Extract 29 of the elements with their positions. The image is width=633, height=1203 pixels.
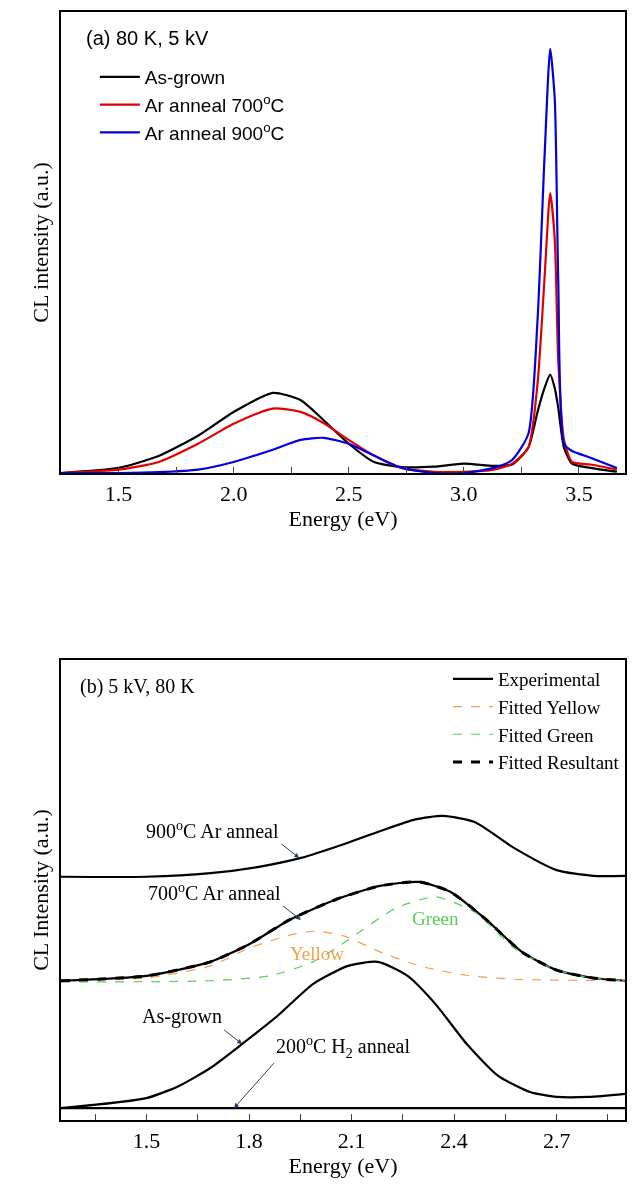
x-tick-label: 2.7 [542, 1128, 571, 1154]
x-tick-label: 2.1 [337, 1128, 366, 1154]
legend-label: Ar anneal 700$^{o}$C [144, 92, 285, 117]
legend-label: Fitted Resultant [498, 752, 620, 774]
legend-label: As-grown [144, 67, 226, 89]
annotation: As-grown [142, 1005, 222, 1028]
annotation: (a) 80 K, 5 kV [86, 27, 209, 49]
y-axis-title: CL Intensity (a.u.) [28, 809, 54, 971]
annotation: 200$^{o}$C H$_{2}$ anneal [276, 1033, 411, 1061]
x-tick-label: 1.8 [235, 1128, 263, 1154]
annotation: 700$^{o}$C Ar anneal [148, 880, 281, 905]
x-tick-label: 3.5 [565, 481, 593, 507]
annotation: 900$^{o}$C Ar anneal [146, 818, 279, 843]
y-axis-title: CL intensity (a.u.) [28, 162, 54, 323]
legend-label: Fitted Green [498, 724, 594, 746]
annotation: Yellow [290, 943, 345, 964]
x-tick-label: 1.5 [104, 481, 133, 507]
x-tick-label: 2.5 [335, 481, 363, 507]
text: (b) 5 kV, 80 K [80, 675, 196, 698]
legend-label: Ar anneal 900$^{o}$C [144, 119, 285, 144]
legend-label: Experimental [498, 669, 601, 691]
x-tick-label: 2.0 [219, 481, 248, 507]
x-tick-label: 2.4 [440, 1128, 468, 1154]
x-tick-label: 1.5 [132, 1128, 161, 1154]
x-tick-label: 3.0 [450, 481, 478, 507]
x-axis-title: Energy (eV) [288, 1153, 398, 1179]
x-axis-title: Energy (eV) [288, 506, 398, 532]
legend-label: Fitted Yellow [498, 696, 601, 718]
annotation: Green [412, 908, 459, 929]
